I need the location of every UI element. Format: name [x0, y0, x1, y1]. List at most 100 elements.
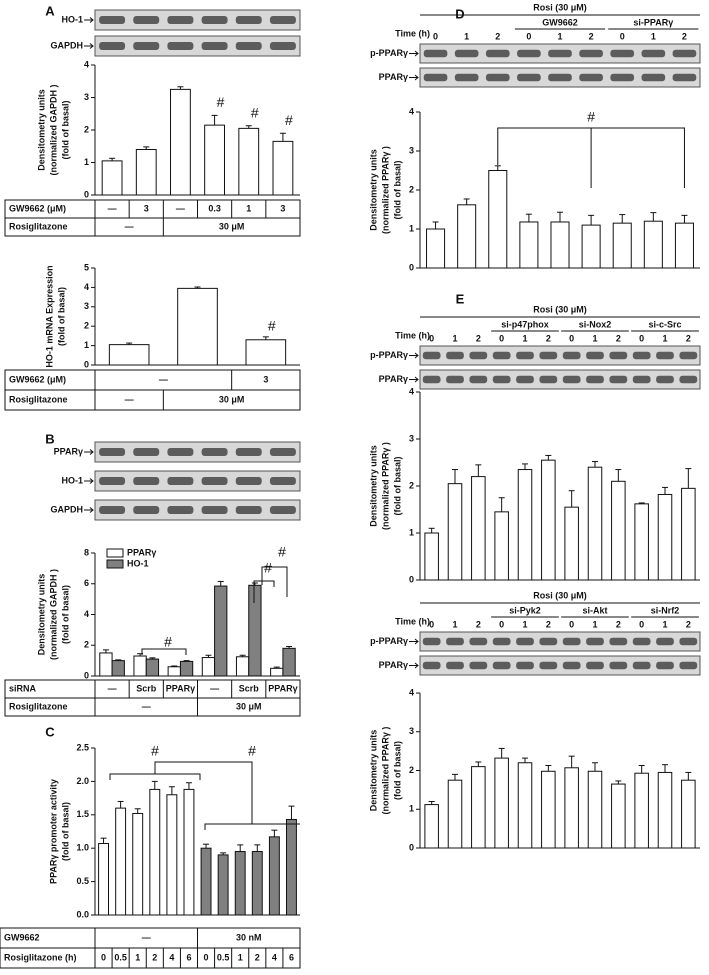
blot-band: [235, 16, 262, 24]
y-tick-label: 0: [409, 262, 414, 272]
table-row-label: siRNA: [9, 683, 37, 693]
blot-band: [492, 351, 511, 360]
bar: [248, 584, 262, 677]
bar: [611, 783, 626, 849]
blot-band: [269, 477, 296, 485]
blot-label: PPARγ: [54, 446, 83, 456]
blot-band: [609, 637, 628, 646]
y-axis-label: Densitometry units: [36, 89, 46, 171]
bar: [101, 160, 123, 196]
blot-band: [609, 351, 628, 360]
table-cell: 4: [169, 952, 174, 962]
bar: [99, 652, 113, 677]
table-cell: —: [125, 394, 134, 404]
bar: [183, 788, 195, 916]
bar: [674, 222, 694, 269]
lane-label: 1: [452, 619, 457, 629]
blot-arrow: [84, 478, 94, 484]
blot-band: [586, 661, 604, 670]
table-cell: 0: [204, 952, 209, 962]
blot-band: [609, 375, 628, 384]
blot-label: PPARγ: [379, 660, 408, 670]
bar: [135, 149, 157, 196]
blot-band: [610, 73, 635, 82]
y-axis-label: (normalized PPARγ ): [380, 727, 390, 815]
lane-label: 0: [569, 333, 574, 343]
lane-label: 0: [433, 31, 438, 41]
y-tick-label: 1.0: [76, 843, 89, 853]
blot: [94, 35, 301, 57]
bar: [494, 757, 509, 849]
bar: [177, 287, 218, 366]
y-axis-label: (normalized GAPDH ): [48, 84, 58, 175]
table-cell: 0: [101, 952, 106, 962]
y-axis-label: (fold of basal): [60, 585, 70, 644]
bar: [564, 506, 579, 581]
blot-band: [446, 375, 464, 384]
lane-label: 0: [499, 619, 504, 629]
blot-label: GAPDH: [50, 40, 83, 50]
lane-label: 2: [546, 333, 551, 343]
bracket: [261, 566, 288, 597]
blot-band: [167, 477, 194, 485]
blot-band: [201, 16, 228, 24]
y-tick-label: 3: [409, 726, 414, 736]
table-cell: —: [142, 701, 151, 711]
blot-band: [133, 506, 160, 514]
bracket: [141, 648, 187, 655]
y-tick-label: 2: [409, 184, 414, 194]
panel-letter: C: [45, 724, 55, 739]
y-axis-label: (fold of basal): [392, 457, 402, 516]
blot-band: [167, 16, 194, 24]
table-cell: —: [108, 683, 117, 693]
table-cell: 0.5: [217, 952, 230, 962]
significance-mark: #: [278, 544, 286, 560]
bar: [145, 658, 160, 677]
panel-letter: A: [45, 3, 55, 18]
table-cell: 6: [186, 952, 191, 962]
bar: [587, 466, 603, 581]
lane-label: 0: [499, 333, 504, 343]
bar: [238, 127, 260, 196]
bracket: [497, 127, 685, 188]
table-cell: —: [210, 683, 219, 693]
y-tick-label: 0.0: [76, 909, 89, 919]
blot-band: [656, 637, 674, 646]
blot-band: [679, 661, 698, 670]
blot-label: PPARγ: [379, 374, 408, 384]
table-cell: 1: [135, 952, 140, 962]
blot-arrow: [84, 449, 94, 455]
bar: [179, 660, 194, 677]
y-tick-label: 3: [409, 433, 414, 443]
bar: [471, 476, 486, 581]
blot-band: [492, 375, 511, 384]
blot-band: [446, 661, 464, 670]
table-cell: 1: [246, 203, 251, 213]
bar: [214, 585, 228, 677]
header-title: Rosi (30 μM): [533, 590, 587, 600]
lane-label: 0: [639, 333, 644, 343]
blot-band: [586, 351, 604, 360]
blot-band: [99, 477, 126, 485]
blot-arrow: [409, 50, 419, 57]
lane-label: 2: [589, 31, 594, 41]
bar: [272, 140, 294, 196]
blot-band: [423, 49, 448, 58]
bar: [681, 487, 696, 581]
blot-arrow: [84, 43, 94, 49]
y-tick-label: 6: [84, 578, 89, 588]
y-tick-label: 0: [409, 574, 414, 584]
y-axis-label: (fold of basal): [392, 161, 402, 220]
blot: [419, 655, 701, 676]
blot-band: [446, 637, 464, 646]
blot-band: [516, 661, 534, 670]
blot-band: [99, 506, 126, 514]
significance-mark: #: [248, 743, 256, 759]
table-row-label: GW9662 (μM): [9, 374, 66, 384]
blot-band: [579, 73, 603, 82]
lane-label: 0: [429, 619, 434, 629]
header-group: GW9662: [542, 17, 578, 27]
blot-band: [579, 49, 603, 58]
blot-band: [201, 42, 228, 50]
blot: [94, 499, 301, 521]
